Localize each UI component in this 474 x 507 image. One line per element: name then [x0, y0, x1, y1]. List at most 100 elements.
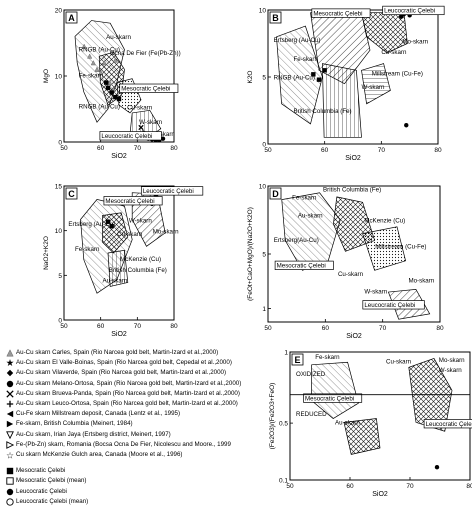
- annotation-box: [303, 393, 363, 403]
- x-tick-label: 50: [60, 145, 68, 152]
- panel-letter: A: [68, 13, 75, 23]
- y-tick-label: 10: [55, 74, 63, 81]
- annotation-label: W-skarn: [139, 119, 162, 126]
- panel-letter-box: [65, 187, 78, 200]
- legend-item: ★ Au-Cu skarn El Valle-Boinas, Spain (Rio…: [4, 358, 266, 368]
- x-tick-label: 70: [379, 325, 387, 332]
- annotation-box: [99, 131, 162, 141]
- triangle-right-black-glyph: [6, 421, 14, 428]
- panel-a-svg: A 50 60 70 80 0 10 20 SiO2 MgO Au-skarn RNGB (Au-Cu…: [43, 8, 181, 161]
- circle-black-glyph: [6, 380, 14, 387]
- y-tick-label: 0: [58, 140, 62, 147]
- annotation-box: [103, 196, 163, 206]
- x-tick-label: 50: [264, 147, 272, 154]
- annotation-label: Cu-skarn: [386, 358, 412, 365]
- x-tick-label: 50: [60, 323, 68, 330]
- star-black-glyph: ★: [6, 358, 15, 368]
- data-point: [322, 68, 327, 73]
- panel-b: B 50 60 70 80 0 5 10 SiO2 K2O Mesocratic Çelebi Leu…: [238, 2, 472, 168]
- annotation-label: W-skarn: [362, 84, 385, 91]
- legend-label: Au-Cu skarn Leuco-Ortosa, Spain (Rio Nar…: [16, 400, 238, 408]
- legend-label: Mesocratic Çelebi (mean): [16, 477, 87, 485]
- annotation-box: [382, 5, 445, 16]
- data-point: [160, 136, 166, 141]
- x-tick-label: 80: [436, 325, 444, 332]
- annotation-label: McKenzie (Cu): [364, 218, 405, 225]
- y-axis-label: (Fe2O3)/(Fe2O3+FeO): [269, 383, 276, 450]
- annotation-label: Fe-skarn: [315, 354, 340, 361]
- x-tick-label: 80: [434, 147, 442, 154]
- y-tick-label: 20: [55, 8, 63, 15]
- data-point: [105, 85, 111, 91]
- annotation-label: W-skarn: [364, 288, 387, 295]
- annotation-label: Mesocratic Çelebi: [121, 86, 170, 93]
- field-region: [276, 25, 323, 125]
- data-point: [109, 224, 114, 229]
- x-tick-label: 70: [134, 323, 142, 330]
- annotation-label: McKenzie (Cu): [120, 256, 161, 263]
- annotation-label: Fe-skarn: [75, 246, 100, 253]
- x-tick-label: 60: [346, 483, 354, 490]
- annotation-label: Leucocratic Çelebi: [426, 421, 472, 428]
- x-tick-label: 70: [406, 483, 414, 490]
- triangle-down-open-icon: [4, 430, 16, 440]
- field-region: [322, 63, 362, 138]
- annotation-label: Cu-skarn: [117, 231, 143, 238]
- plus-black-icon: [4, 399, 16, 409]
- annotation-label: Leucocratic Çelebi: [143, 188, 194, 195]
- panel-letter: C: [68, 189, 75, 199]
- panel-e-svg: E 50 60 70 80 0.1 0.5 1 SiO2 (Fe2O3)/(Fe2O3+FeO) F…: [269, 350, 474, 498]
- legend-item: Au-Cu skarn Leuco-Ortosa, Spain (Rio Nar…: [4, 399, 266, 409]
- annotation-label: Leucocratic Çelebi: [364, 302, 415, 309]
- legend-item: Leucocratic Çelebi: [4, 486, 266, 496]
- data-point: [311, 72, 316, 77]
- y-tick-label: 1: [262, 306, 266, 313]
- panel-letter: D: [272, 189, 279, 199]
- field-region: [343, 418, 381, 455]
- x-tick-label: 70: [134, 145, 142, 152]
- x-tick-label: 80: [466, 483, 472, 490]
- square-open-icon: [4, 476, 16, 486]
- data-point: [105, 219, 111, 224]
- y-tick-label: 15: [55, 184, 63, 191]
- triangle-right-open-glyph: [6, 440, 15, 449]
- legend-item: Fe-skarn, British Columbia (Meinert, 198…: [4, 419, 266, 429]
- diamond-black-glyph: [6, 370, 14, 377]
- data-point: [404, 123, 409, 128]
- annotation-label: Cu-skarn: [338, 271, 364, 278]
- legend-item: Fe-(Pb-Zn) skarn, Romania (Bocsa Ocna De…: [4, 440, 266, 450]
- legend-label: Fe-(Pb-Zn) skarn, Romania (Bocsa Ocna De…: [16, 440, 231, 448]
- legend-item: Leucocratic Çelebi (mean): [4, 497, 266, 507]
- circle-open-icon: [4, 497, 16, 507]
- field-region: [281, 192, 341, 271]
- y-tick-label: 0: [262, 142, 266, 149]
- field-region: [362, 226, 407, 271]
- diamond-black-icon: [4, 368, 16, 378]
- data-point: [434, 465, 440, 470]
- annotation-label: RNGB (Au-Cu): [79, 47, 120, 54]
- x-axis-label: SiO2: [111, 331, 127, 338]
- annotation-label: Ertsberg(Au-Cu): [274, 237, 319, 244]
- annotation-label: Mesocratic Çelebi: [313, 10, 362, 17]
- triangle-down-open-glyph: [6, 430, 14, 439]
- annotation-label: British Columbia (Fe): [109, 267, 167, 274]
- y-axis-label: K2O: [247, 70, 254, 83]
- panel-b-svg: B 50 60 70 80 0 5 10 SiO2 K2O Mesocratic Çelebi Leu…: [247, 5, 445, 162]
- y-tick-label: 0.1: [279, 478, 288, 485]
- annotation-label: Leucocratic Çelebi: [101, 133, 152, 140]
- data-point: [81, 43, 87, 49]
- annotation-label: Au-skarn: [335, 420, 360, 427]
- plus-black-glyph: [6, 400, 14, 408]
- panel-d-svg: D 50 60 70 80 1 5 10 SiO2 (FeOt+CaO+MgO)/(Na2O+K2…: [247, 184, 444, 341]
- data-point: [109, 90, 114, 95]
- panel-letter: E: [294, 355, 300, 365]
- legend-label: Au-Cu skarn El Valle-Boinas, Spain (Rio …: [16, 359, 232, 367]
- annotation-label: OXIDIZED: [296, 371, 326, 378]
- triangle-right-black-icon: [4, 419, 16, 429]
- annotation-box: [362, 300, 425, 310]
- annotation-label: Fe-skarn: [79, 72, 104, 79]
- legend-item: Au-Cu skarn Vilaverde, Spain (Rio Narcea…: [4, 368, 266, 378]
- x-tick-label: 50: [264, 325, 272, 332]
- square-black-glyph: [6, 467, 14, 475]
- panel-letter-box: [269, 11, 282, 24]
